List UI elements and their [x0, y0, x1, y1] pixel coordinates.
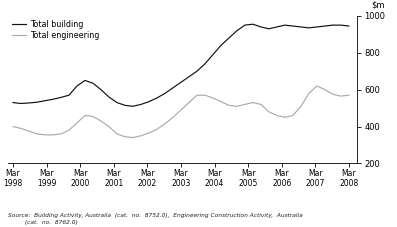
Legend: Total building, Total engineering: Total building, Total engineering	[12, 20, 100, 40]
Text: Source:  Building Activity, Australia  (cat.  no.  8752.0),  Engineering Constru: Source: Building Activity, Australia (ca…	[8, 213, 303, 225]
Text: $m: $m	[371, 1, 385, 10]
